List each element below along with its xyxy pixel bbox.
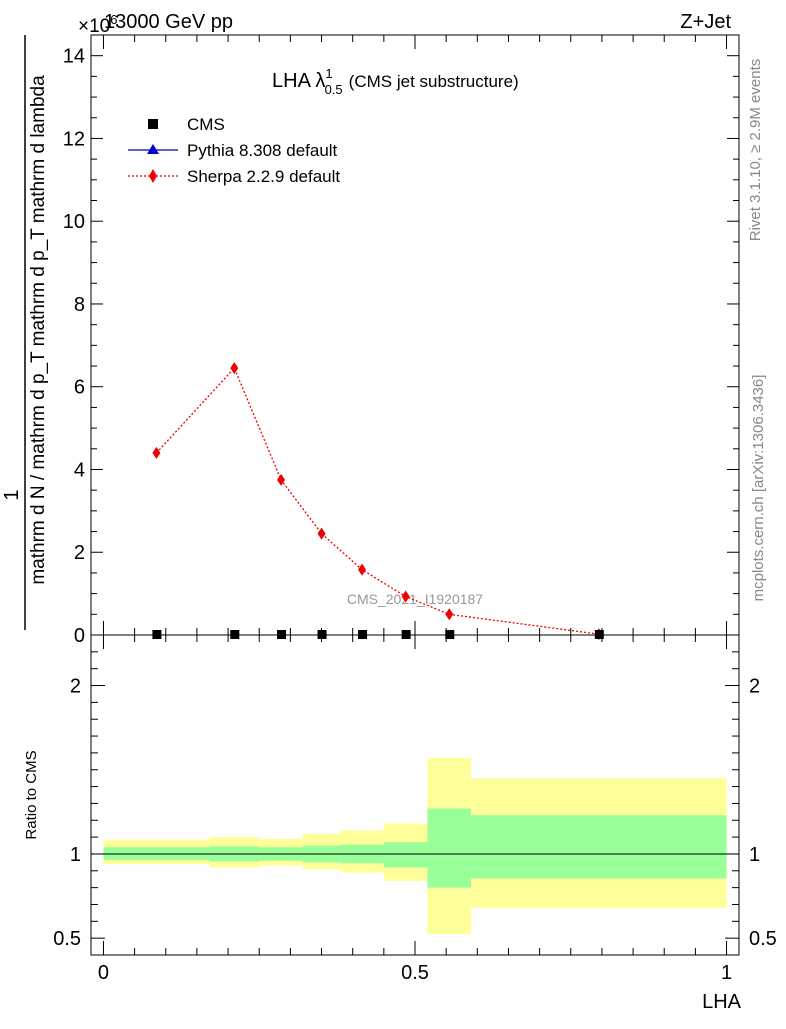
watermark: CMS_2021_I1920187 <box>347 591 483 607</box>
y-tick-label: 4 <box>74 459 85 481</box>
sherpa-point <box>317 527 326 540</box>
legend-label-cms: CMS <box>187 115 225 134</box>
header-left: 13000 GeV pp <box>104 11 233 33</box>
ratio-y-tick-label: 2 <box>70 676 81 698</box>
ratio-inner-band <box>471 815 727 879</box>
ratio-y-ticks: 0.5 0.5 1 1 2 2 <box>53 651 777 950</box>
x-tick-label: 0 <box>98 962 109 984</box>
main-y-ticks: 0 2 4 6 8 10 12 14 <box>63 46 739 647</box>
sherpa-line <box>155 366 599 635</box>
plot-title: LHA λ1 0.5 (CMS jet substructure) <box>272 66 519 97</box>
ratio-ylabel: Ratio to CMS <box>23 750 40 839</box>
x-tick-label: 1 <box>721 962 732 984</box>
y-tick-label: 0 <box>74 625 85 647</box>
y-tick-label: 14 <box>63 46 85 68</box>
legend-label-pythia: Pythia 8.308 default <box>187 141 338 160</box>
y-tick-label: 2 <box>74 542 85 564</box>
legend-label-sherpa: Sherpa 2.2.9 default <box>187 167 340 186</box>
sherpa-point <box>277 473 286 486</box>
main-panel: 0 2 4 6 8 10 12 14 CMS_2021_I1920187 LHA λ1 0.5(… <box>63 34 740 647</box>
ratio-inner-band <box>427 808 472 888</box>
legend-marker-pythia <box>147 144 159 154</box>
y-tick-label: 10 <box>63 211 85 233</box>
exponent-label: ×106 <box>78 12 117 37</box>
ratio-y-tick-label: 1 <box>70 844 81 866</box>
ratio-y-tick-label-right: 2 <box>749 676 760 698</box>
y-tick-label: 8 <box>74 294 85 316</box>
sherpa-point <box>401 590 410 603</box>
ratio-y-tick-label-right: 1 <box>749 844 760 866</box>
header-right: Z+Jet <box>680 11 731 33</box>
ratio-bands <box>103 757 727 934</box>
ylabel-denominator: mathrm d N / mathrm d p_T mathrm d p_T m… <box>28 75 49 585</box>
ratio-x-ticks: 0 0.5 1 <box>98 635 732 984</box>
sherpa-point <box>230 362 239 375</box>
ratio-inner-band <box>383 842 428 868</box>
x-tick-label: 0.5 <box>401 962 429 984</box>
legend-marker-cms <box>148 119 158 129</box>
sherpa-point <box>445 608 454 621</box>
legend-marker-sherpa <box>149 169 157 183</box>
mcplots-label: mcplots.cern.ch [arXiv:1306.3436] <box>750 375 767 602</box>
ylabel-numerator: 1 <box>1 489 23 500</box>
y-tick-label: 6 <box>74 377 85 399</box>
ratio-y-tick-label: 0.5 <box>53 928 81 950</box>
rivet-label: Rivet 3.1.10, ≥ 2.9M events <box>747 59 764 242</box>
ratio-panel: 0.5 0.51 12 2 0 0.5 1 Ratio to CMS <box>23 634 777 984</box>
x-axis-label: LHA <box>702 991 742 1013</box>
y-axis-label: 1 mathrm d N / mathrm d p_T mathrm d p_T… <box>1 35 49 630</box>
y-tick-label: 12 <box>63 128 85 150</box>
legend: CMS Pythia 8.308 default Sherpa 2.2.9 de… <box>128 115 340 186</box>
sherpa-point <box>358 563 367 576</box>
sherpa-point <box>152 446 161 459</box>
ratio-y-tick-label-right: 0.5 <box>749 928 777 950</box>
